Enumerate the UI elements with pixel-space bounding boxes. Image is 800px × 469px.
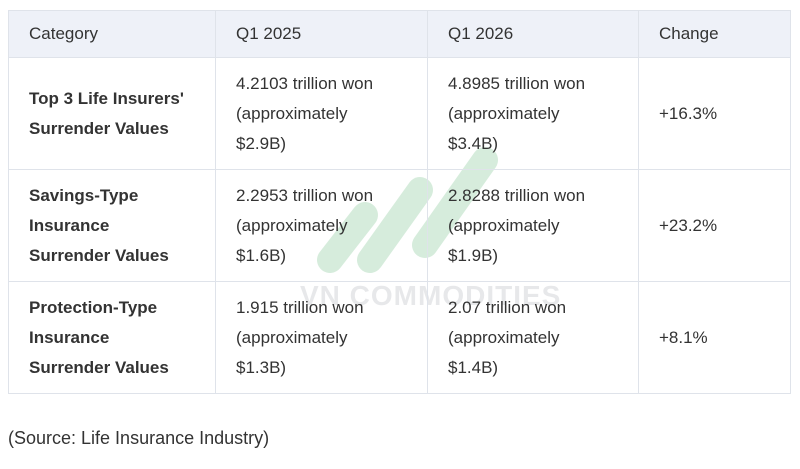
cell-line: 4.2103 trillion won	[236, 73, 374, 93]
cell-line: 2.2953 trillion won	[236, 185, 374, 205]
cell-line: Insurance	[29, 215, 110, 235]
cell-line: (approximately	[448, 215, 560, 235]
header-row: Category Q1 2025 Q1 2026 Change	[8, 10, 791, 58]
table-cell: +23.2%	[638, 169, 791, 282]
cell-line: Top 3 Life Insurers'	[29, 88, 184, 108]
cell-line: (approximately	[236, 103, 348, 123]
source-note: (Source: Life Insurance Industry)	[8, 428, 270, 448]
header-cell: Change	[638, 10, 791, 58]
cell-line: $1.3B)	[236, 357, 287, 377]
cell-line: +8.1%	[659, 327, 708, 347]
cell-line: Insurance	[29, 327, 110, 347]
table-cell: 4.8985 trillion won (approximately $3.4B)	[427, 57, 639, 170]
cell-line: Surrender Values	[29, 357, 169, 377]
cell-line: $1.4B)	[448, 357, 499, 377]
header-cell: Q1 2025	[215, 10, 428, 58]
cell-line: $2.9B)	[236, 133, 287, 153]
table-cell: 2.8288 trillion won (approximately $1.9B)	[427, 169, 639, 282]
table-cell: +8.1%	[638, 281, 791, 394]
table-cell: Top 3 Life Insurers' Surrender Values	[8, 57, 216, 170]
cell-line: $1.9B)	[448, 245, 499, 265]
cell-line: 1.915 trillion won	[236, 297, 364, 317]
table-cell: +16.3%	[638, 57, 791, 170]
cell-line: (approximately	[236, 327, 348, 347]
table-cell: 2.07 trillion won (approximately $1.4B)	[427, 281, 639, 394]
table-cell: 1.915 trillion won (approximately $1.3B)	[215, 281, 428, 394]
header-cell: Q1 2026	[427, 10, 639, 58]
cell-line: +23.2%	[659, 215, 718, 235]
cell-line: Protection-Type	[29, 297, 158, 317]
table-row: Top 3 Life Insurers' Surrender Values 4.21…	[8, 57, 791, 170]
table-cell: Savings-Type Insurance Surrender Values	[8, 169, 216, 282]
cell-line: (approximately	[448, 103, 560, 123]
cell-line: Savings-Type	[29, 185, 139, 205]
table-row: Savings-Type Insurance Surrender Values 2.2…	[8, 169, 791, 282]
cell-line: (approximately	[448, 327, 560, 347]
cell-line: 2.8288 trillion won	[448, 185, 586, 205]
cell-line: 2.07 trillion won	[448, 297, 567, 317]
cell-line: Surrender Values	[29, 118, 169, 138]
header-cell: Category	[8, 10, 216, 58]
table-cell: Protection-Type Insurance Surrender Values	[8, 281, 216, 394]
table-cell: 2.2953 trillion won (approximately $1.6B)	[215, 169, 428, 282]
data-table: Category Q1 2025 Q1 2026 Change Top 3 Life …	[8, 10, 791, 394]
table-row: Protection-Type Insurance Surrender Values…	[8, 281, 791, 394]
cell-line: Surrender Values	[29, 245, 169, 265]
cell-line: (approximately	[236, 215, 348, 235]
table-cell: 4.2103 trillion won (approximately $2.9B)	[215, 57, 428, 170]
cell-line: +16.3%	[659, 103, 718, 123]
cell-line: $1.6B)	[236, 245, 287, 265]
cell-line: 4.8985 trillion won	[448, 73, 586, 93]
cell-line: $3.4B)	[448, 133, 499, 153]
